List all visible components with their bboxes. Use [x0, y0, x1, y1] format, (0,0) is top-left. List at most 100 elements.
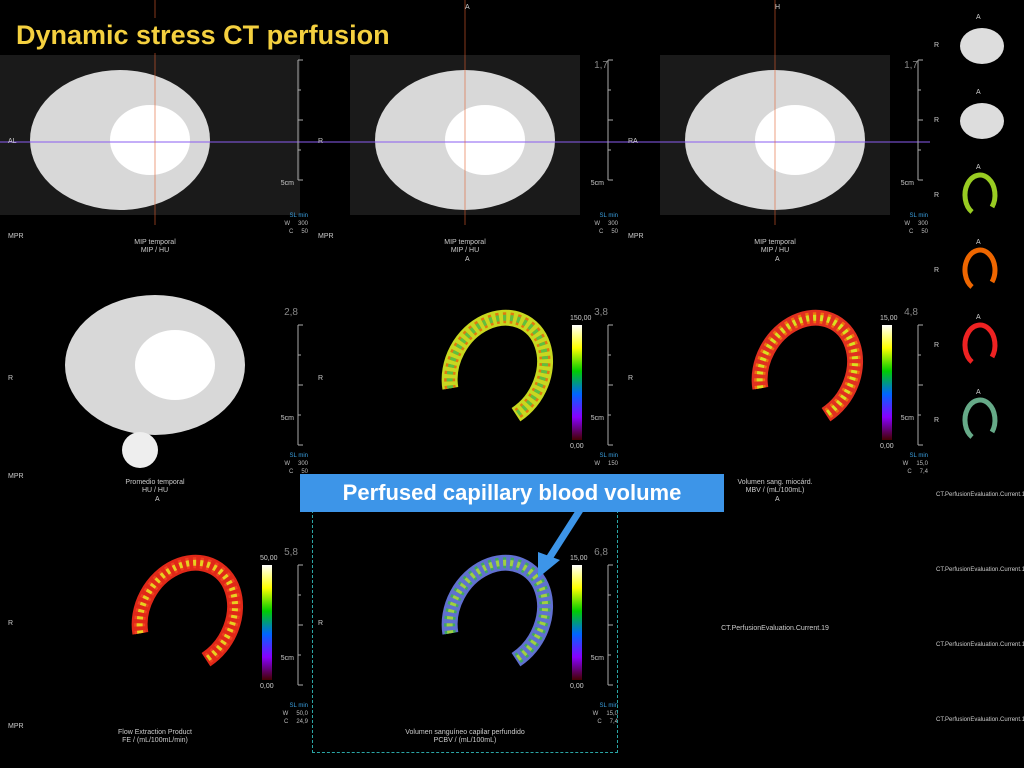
scale-label: 5cm [590, 180, 604, 187]
viewport: A A R 1,7 5cm MPR SL min W 300 C 50 MIP temporal MIP… [310, 0, 620, 265]
series-caption: MIP / HU [450, 247, 480, 254]
orientation-left: R [934, 117, 940, 124]
perfusion-map [446, 314, 548, 418]
slice-index: 3,8 [594, 307, 608, 318]
callout: Perfused capillary blood volume [300, 474, 724, 512]
window-key: W [594, 461, 600, 467]
ventricle [110, 105, 190, 175]
slice-index: 5,8 [284, 547, 298, 558]
view-type: MPR [628, 233, 644, 240]
series-label: CT.PerfusionEvaluation.Current.19 [936, 717, 1024, 723]
orientation-left: RA [628, 138, 638, 145]
ventricle [135, 330, 215, 400]
orientation-left: R [318, 138, 324, 145]
window-level: W 150 [594, 461, 618, 467]
window-value: 300 [297, 461, 308, 467]
colorbar-min: 0,00 [880, 443, 894, 450]
orientation-left: R [934, 267, 940, 274]
window-level: W 300 [284, 221, 308, 227]
sl-label: SL min [289, 213, 308, 219]
window-level: C 50 [289, 469, 308, 475]
thumbnail-image [962, 172, 998, 214]
scale-ruler [917, 59, 923, 181]
window-level: W 300 [594, 221, 618, 227]
orientation-left: R [934, 192, 940, 199]
sl-label: SL min [909, 453, 928, 459]
window-level: C 7,4 [597, 719, 618, 725]
viewport: A R 2,8 5cm MPR SL min W 300 C 50 Promedio tempora… [0, 265, 310, 505]
view-type: MPR [8, 473, 24, 480]
window-key: C [598, 229, 604, 235]
viewport-image [441, 554, 613, 686]
perfusion-map [962, 172, 998, 214]
window-value: 24,9 [296, 719, 308, 725]
heart [960, 28, 1004, 64]
orientation-left: R [318, 620, 324, 627]
series-caption: MIP / HU [140, 247, 170, 254]
colorbar [572, 565, 582, 680]
series-caption: CT.PerfusionEvaluation.Current.19 [721, 625, 829, 632]
series-label: CT.PerfusionEvaluation.Current.16 [936, 492, 1024, 498]
slice-index: 1,7 [904, 60, 918, 71]
series-caption: Flow Extraction Product [118, 729, 192, 736]
scale-label: 5cm [280, 655, 294, 662]
orientation-left: R [934, 417, 940, 424]
window-value: 7,4 [609, 719, 618, 725]
window-level: W 50,0 [283, 711, 308, 717]
viewport-image [620, 0, 930, 225]
scale-ruler [297, 564, 303, 686]
window-level: C 50 [909, 229, 928, 235]
series-caption: MIP temporal [754, 239, 796, 246]
orientation-bottom: A [465, 256, 470, 263]
series-caption: Volumen sang. miocárd. [737, 479, 813, 486]
orientation-top: A [976, 314, 981, 321]
window-value: 50 [921, 229, 928, 235]
window-value: 300 [917, 221, 928, 227]
scale-label: 5cm [900, 415, 914, 422]
viewport: 150,00 0,00 R 3,8 5cm SL min W 150 [310, 265, 620, 505]
series-caption: Promedio temporal [125, 479, 185, 486]
window-key: W [282, 711, 289, 717]
orientation-left: R [628, 375, 634, 382]
colorbar [262, 565, 272, 680]
viewport: CT.PerfusionEvaluation.Current.19 [620, 505, 930, 755]
series-caption: FE / (mL/100mL/min) [122, 737, 188, 744]
window-key: C [597, 719, 602, 725]
orientation-top: A [465, 4, 470, 11]
scale-ruler [297, 59, 303, 181]
window-value: 50 [301, 469, 308, 475]
thumbnail-image [960, 28, 1004, 64]
scale-ruler [297, 324, 303, 446]
orientation-left: AL [8, 138, 17, 145]
slice-index: 1,7 [594, 60, 608, 71]
series-caption: MIP temporal [444, 239, 486, 246]
window-key: W [592, 711, 599, 717]
viewport-image [131, 554, 303, 686]
window-key: C [283, 719, 289, 725]
viewport-image [751, 309, 923, 446]
window-level: W 15,0 [593, 711, 618, 717]
series-caption: HU / HU [141, 487, 169, 494]
sl-label: SL min [599, 703, 618, 709]
window-value: 7,4 [919, 469, 928, 475]
series-caption: MIP temporal [134, 239, 176, 246]
colorbar-max: 15,00 [570, 555, 588, 562]
perfusion-map [962, 397, 998, 439]
perfusion-map [962, 322, 998, 364]
viewport: 15,00 0,00 R 6,8 5cm SL min W 15,0 C 7,4 Volumen s… [310, 505, 620, 755]
aorta [122, 432, 158, 468]
slice-index: 4,8 [904, 307, 918, 318]
slice-index: 2,8 [284, 307, 298, 318]
window-level: C 7,4 [907, 469, 928, 475]
series-caption: MBV / (mL/100mL) [745, 487, 805, 494]
thumbnail-image [960, 103, 1004, 139]
thumbnail-image [962, 322, 998, 364]
orientation-top: A [976, 89, 981, 96]
sl-label: SL min [909, 213, 928, 219]
viewport-image [0, 0, 310, 225]
